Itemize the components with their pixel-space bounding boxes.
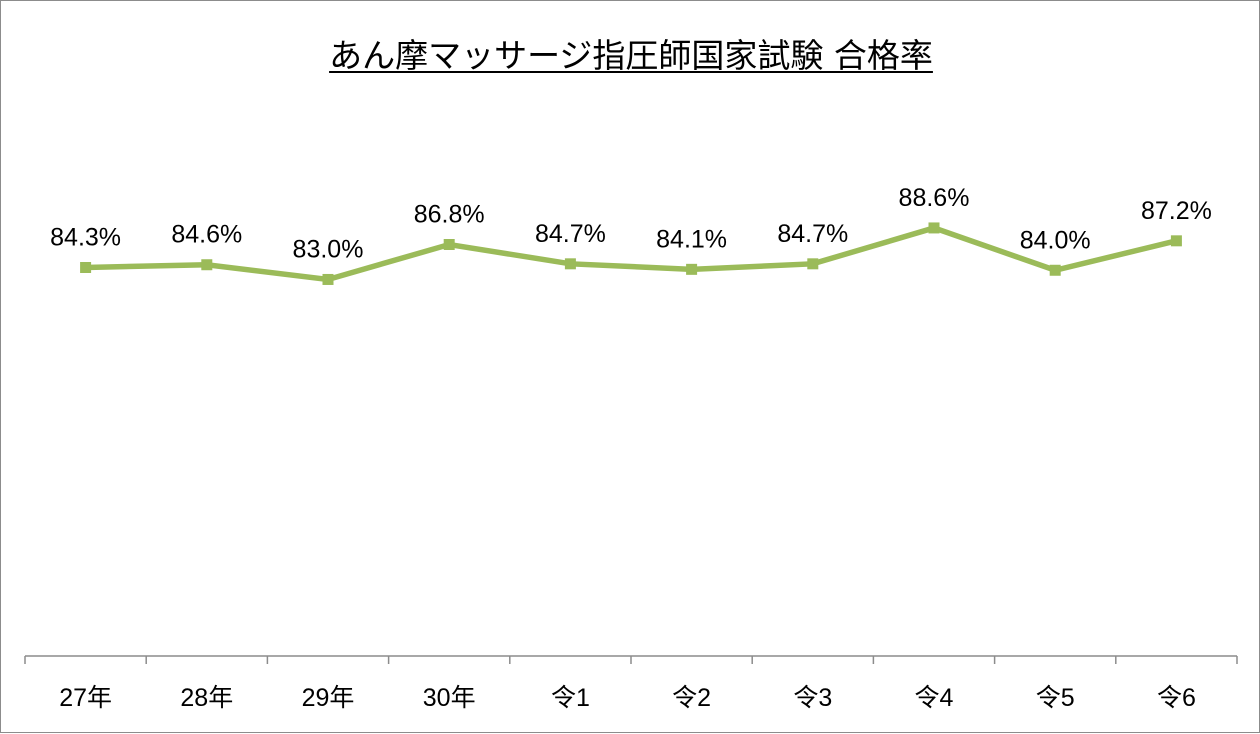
data-point-marker	[807, 258, 819, 270]
x-tick-label: 29年	[302, 684, 355, 712]
data-point-marker	[928, 222, 940, 234]
x-tick-label: 28年	[180, 684, 233, 712]
data-point-marker	[1049, 264, 1061, 276]
data-label: 84.6%	[171, 221, 242, 249]
series-line	[85, 225, 1178, 283]
data-label: 84.7%	[535, 220, 606, 248]
x-tick-label: 令2	[672, 684, 711, 712]
data-point-marker	[443, 239, 455, 250]
data-point-marker	[686, 263, 698, 275]
data-point-marker	[201, 259, 213, 271]
x-tick-label: 令4	[915, 684, 954, 712]
data-label: 84.3%	[50, 224, 121, 252]
data-point-marker	[564, 258, 576, 270]
data-label: 86.8%	[414, 201, 485, 229]
data-label: 88.6%	[899, 184, 970, 212]
chart-title: あん摩マッサージ指圧師国家試験 合格率	[1, 29, 1260, 77]
data-label: 84.7%	[777, 220, 848, 248]
x-tick-label: 令3	[793, 684, 832, 712]
data-point-marker	[80, 262, 92, 273]
x-tick-label: 30年	[423, 684, 476, 712]
chart-title-text: あん摩マッサージ指圧師国家試験 合格率	[329, 36, 933, 75]
x-tick-label: 27年	[59, 684, 112, 712]
x-tick-label: 令1	[551, 684, 590, 712]
data-point-marker	[322, 273, 334, 285]
data-label: 83.0%	[293, 235, 364, 263]
x-tick-label: 令5	[1036, 684, 1075, 712]
data-label: 84.1%	[656, 225, 727, 253]
data-label: 84.0%	[1020, 226, 1091, 254]
x-tick-label: 令6	[1157, 684, 1196, 712]
data-point-marker	[1170, 235, 1182, 247]
data-label: 87.2%	[1141, 197, 1212, 225]
